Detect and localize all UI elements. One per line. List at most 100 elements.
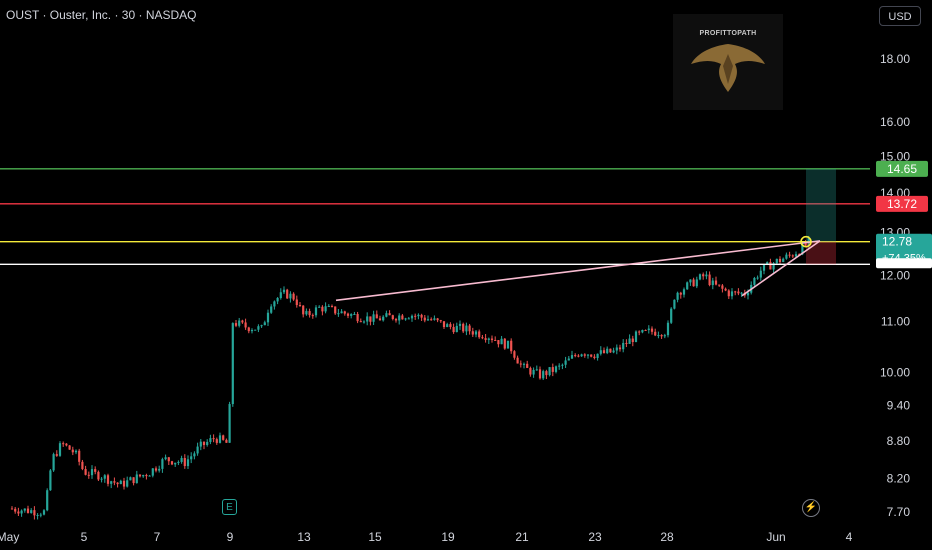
candle-body: [484, 338, 487, 340]
candle-body: [612, 350, 615, 353]
candle-body: [682, 289, 686, 295]
candle-body: [167, 457, 170, 462]
candle-body: [772, 263, 775, 270]
trend-line-upper[interactable]: [335, 240, 821, 302]
candle-body: [545, 371, 548, 376]
candle-body: [110, 481, 113, 484]
candle-body: [698, 274, 702, 280]
candle-body: [247, 327, 250, 332]
candle-body: [276, 298, 279, 302]
candle-body: [404, 318, 407, 320]
price-axis[interactable]: 18.0016.0015.0014.0013.0012.0011.0010.00…: [870, 0, 932, 550]
candle-body: [590, 354, 593, 357]
breakout-circle[interactable]: [800, 235, 812, 248]
candle-body: [734, 291, 737, 293]
candle-body: [660, 335, 663, 337]
candle-body: [311, 315, 314, 317]
candle-body: [218, 435, 222, 443]
candle-body: [385, 313, 388, 317]
lightning-icon[interactable]: ⚡: [802, 499, 820, 517]
candle-body: [657, 335, 660, 337]
candle-body: [375, 314, 378, 319]
candle-body: [538, 369, 542, 379]
candle-body: [122, 480, 126, 487]
candle-body: [94, 469, 97, 472]
candle-body: [622, 342, 625, 350]
trend-line-lower[interactable]: [741, 240, 821, 297]
candle-body: [161, 459, 164, 469]
candle-body: [634, 331, 638, 343]
candle-body: [753, 277, 756, 285]
candle-body: [439, 320, 442, 322]
candle-body: [686, 282, 689, 290]
candle-body: [49, 470, 52, 491]
candle-body: [55, 454, 58, 456]
candle-body: [481, 337, 484, 339]
price-tag-text: 13.72: [887, 197, 917, 211]
candle-body: [426, 319, 430, 321]
candle-body: [436, 318, 439, 321]
candle-body: [570, 355, 574, 359]
candle-body: [154, 468, 158, 471]
candle-body: [462, 323, 465, 332]
currency-button[interactable]: USD: [879, 6, 921, 26]
position-loss-zone[interactable]: [806, 241, 836, 265]
earnings-marker[interactable]: E: [222, 499, 237, 515]
position-profit-zone[interactable]: [806, 168, 836, 242]
candles: [10, 235, 810, 520]
candle-body: [762, 264, 766, 271]
candle-body: [78, 450, 81, 462]
candle-body: [526, 363, 529, 368]
candle-body: [231, 323, 234, 405]
candle-body: [84, 469, 87, 475]
candle-body: [212, 438, 215, 440]
candle-body: [190, 456, 193, 460]
candle-body: [449, 324, 452, 327]
candle-body: [618, 347, 622, 350]
candle-body: [71, 449, 74, 453]
candle-body: [126, 480, 129, 487]
candle-body: [260, 325, 263, 327]
horizontal-lines: [0, 168, 870, 266]
candle-body: [113, 481, 116, 483]
candle-body: [388, 313, 391, 316]
candle-body: [654, 331, 657, 336]
candle-body: [644, 330, 647, 332]
candle-body: [401, 315, 404, 320]
candle-body: [353, 314, 356, 316]
candle-body: [292, 293, 295, 300]
candle-body: [548, 367, 551, 376]
candle-body: [689, 279, 692, 283]
candle-body: [487, 338, 490, 340]
candle-body: [282, 289, 286, 293]
candle-body: [794, 254, 798, 257]
candle-body: [142, 475, 145, 477]
candle-body: [708, 274, 711, 286]
candle-body: [670, 308, 673, 323]
candle-body: [417, 314, 420, 317]
time-axis[interactable]: May 5 7 9 13 15 19 21 23 28 Jun 4: [0, 530, 853, 544]
x-tick-label: Jun: [766, 530, 785, 544]
price-tag: [876, 160, 928, 177]
candle-body: [551, 367, 554, 372]
candle-body: [641, 330, 644, 333]
price-tag: [876, 195, 928, 212]
y-tick-label: 18.00: [880, 52, 910, 66]
candle-body: [414, 315, 417, 317]
candle-body: [340, 311, 343, 314]
candle-body: [583, 354, 586, 356]
candle-body: [193, 453, 196, 457]
candle-body: [254, 329, 257, 331]
candle-body: [542, 371, 545, 379]
candle-body: [554, 366, 558, 372]
candle-body: [327, 305, 330, 307]
white-line-tag: [876, 258, 932, 269]
candle-body: [574, 355, 577, 357]
candle-body: [279, 292, 282, 299]
x-tick-label: 5: [81, 530, 88, 544]
x-tick-label: 7: [154, 530, 161, 544]
y-tick-label: 7.70: [887, 505, 911, 519]
drawings[interactable]: [335, 168, 836, 302]
candle-body: [746, 292, 750, 296]
